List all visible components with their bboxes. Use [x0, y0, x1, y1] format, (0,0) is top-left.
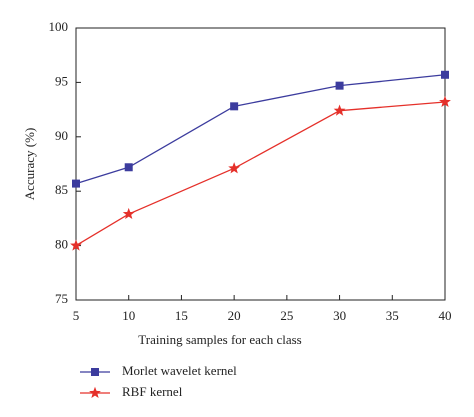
x-tick-label: 10 — [122, 308, 135, 323]
marker-star — [122, 207, 135, 220]
plot-frame — [75, 27, 446, 301]
x-axis-label: Training samples for each class — [138, 332, 301, 347]
marker-square — [91, 368, 99, 376]
y-tick-label: 75 — [55, 291, 68, 306]
marker-star — [333, 104, 346, 116]
y-tick-label: 85 — [55, 182, 68, 197]
x-tick-label: 35 — [386, 308, 399, 323]
marker-star — [89, 386, 101, 399]
y-axis-label: Accuracy (%) — [22, 128, 37, 201]
y-tick-label: 100 — [49, 19, 69, 34]
series-line — [75, 101, 446, 247]
marker-square — [72, 179, 80, 188]
x-tick-label: 30 — [333, 308, 346, 323]
marker-star — [228, 162, 241, 174]
x-tick-label: 20 — [228, 308, 241, 323]
marker-star — [439, 95, 451, 107]
marker-square — [441, 70, 449, 79]
legend-label: Morlet wavelet kernel — [122, 363, 237, 378]
marker-square — [230, 102, 239, 111]
y-tick-label: 90 — [55, 128, 68, 143]
x-tick-label: 25 — [280, 308, 293, 323]
y-tick-label: 80 — [55, 237, 68, 252]
x-tick-label: 40 — [439, 308, 452, 323]
marker-star — [70, 239, 82, 251]
marker-square — [124, 163, 133, 172]
x-tick-label: 15 — [175, 308, 188, 323]
legend-label: RBF kernel — [122, 384, 183, 399]
marker-square — [335, 81, 344, 90]
y-tick-label: 95 — [55, 73, 68, 88]
x-tick-label: 5 — [73, 308, 80, 323]
